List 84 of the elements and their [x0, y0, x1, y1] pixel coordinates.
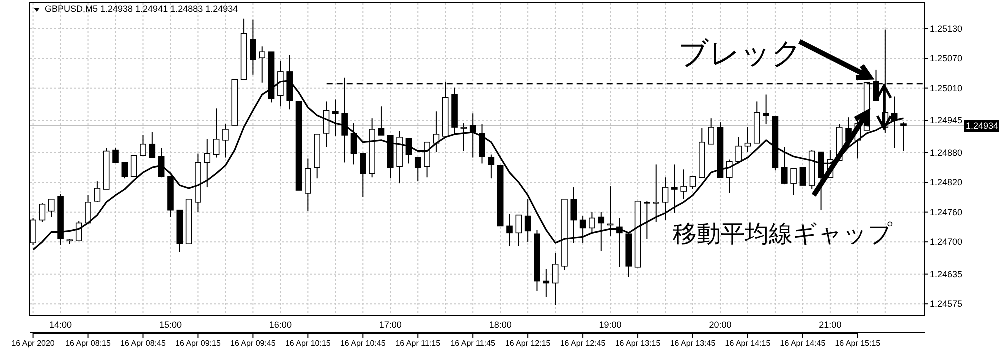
candlestick [204, 138, 211, 188]
y-tick-label: 1.25010 [930, 83, 963, 94]
x2-tick-label: 16 Apr 14:45 [780, 339, 826, 348]
x2-tick-label: 16 Apr 10:45 [340, 339, 386, 348]
y-tick-label: 1.24760 [930, 207, 963, 218]
x-tick-label: 20:00 [709, 320, 732, 330]
candlestick [39, 202, 46, 223]
candlestick [94, 181, 101, 203]
candlestick [460, 123, 468, 152]
x2-tick-label: 16 Apr 11:15 [396, 339, 442, 348]
candlestick [552, 253, 559, 306]
x-tick-label: 16:00 [269, 320, 292, 330]
candlestick [570, 187, 578, 244]
candlestick [781, 146, 788, 186]
y-tick-label: 1.24820 [930, 178, 963, 188]
chart-title: GBPUSD,M5 1.24938 1.24941 1.24883 1.24934 [45, 4, 238, 14]
candlestick [800, 167, 806, 186]
candlestick [744, 127, 752, 153]
candlestick [332, 99, 339, 137]
y-tick-label: 1.25130 [930, 24, 963, 34]
x2-tick-label: 16 Apr 14:15 [725, 339, 772, 348]
x2-tick-label: 16 Apr 09:45 [230, 339, 276, 348]
x2-tick-label: 16 Apr 15:15 [835, 339, 882, 348]
y-tick-label: 1.24700 [930, 237, 963, 248]
x2-tick-label: 16 Apr 09:15 [176, 339, 222, 348]
candlestick [479, 124, 486, 164]
annotation: ブレック [678, 36, 803, 72]
candlestick [488, 154, 495, 180]
candlestick [130, 155, 138, 178]
candlestick [516, 214, 522, 247]
candlestick [726, 159, 733, 194]
candlestick [662, 177, 669, 221]
candlestick [48, 198, 55, 218]
candlestick [589, 212, 596, 233]
y-tick-label: 1.24635 [930, 269, 963, 280]
y-tick-label: 1.24945 [930, 116, 963, 126]
candlestick [680, 169, 687, 200]
x-tick-label: 19:00 [599, 320, 622, 330]
x-tick-label: 14:00 [50, 320, 72, 330]
candlestick [763, 94, 770, 126]
x-tick-label: 17:00 [379, 320, 402, 330]
candlestick [580, 216, 586, 244]
y-tick-label: 1.24575 [930, 299, 963, 310]
x2-tick-label: 16 Apr 08:45 [120, 339, 166, 348]
candlestick [653, 164, 660, 223]
candlestick [524, 198, 532, 243]
candlestick [140, 134, 146, 156]
x2-tick-label: 16 Apr 12:45 [560, 339, 606, 348]
x2-tick-label: 16 Apr 13:15 [615, 339, 662, 348]
candlestick [85, 194, 92, 224]
x2-tick-label: 16 Apr 12:15 [505, 339, 552, 348]
candlestick [323, 101, 330, 148]
candlestick [122, 162, 128, 180]
y-tick-label: 1.25070 [930, 54, 963, 64]
x-tick-label: 18:00 [489, 320, 512, 330]
candlestick [350, 123, 358, 166]
x2-tick-label: 16 Apr 08:15 [66, 339, 112, 348]
candlestick [790, 168, 797, 196]
annotation: 移動平均線ギャップ [673, 220, 894, 248]
ref-line-label: 1.24934 [966, 121, 999, 132]
x2-tick-label: 16 Apr 2020 [12, 339, 56, 348]
candlestick [222, 124, 229, 158]
x2-tick-label: 16 Apr 11:45 [450, 339, 496, 348]
candlestick [708, 118, 714, 145]
candlestick [690, 176, 696, 190]
candlestick [736, 136, 742, 164]
candlestick [149, 132, 156, 158]
candlestick [76, 220, 82, 242]
x2-tick-label: 16 Apr 10:15 [285, 339, 332, 348]
candlestick [250, 19, 256, 76]
candlestick [644, 200, 650, 240]
candlestick [414, 157, 422, 182]
x-tick-label: 21:00 [819, 320, 842, 330]
candlestick [506, 214, 513, 247]
candlestick [360, 153, 366, 198]
y-tick-label: 1.24880 [930, 148, 963, 158]
candlestick [259, 46, 266, 84]
candlestick [672, 164, 678, 214]
candlestick [900, 122, 907, 152]
x2-tick-label: 16 Apr 13:45 [670, 339, 716, 348]
candlestick [378, 106, 385, 136]
candlestick [213, 108, 220, 158]
x-tick-label: 15:00 [159, 320, 182, 330]
candlestick [112, 148, 119, 164]
